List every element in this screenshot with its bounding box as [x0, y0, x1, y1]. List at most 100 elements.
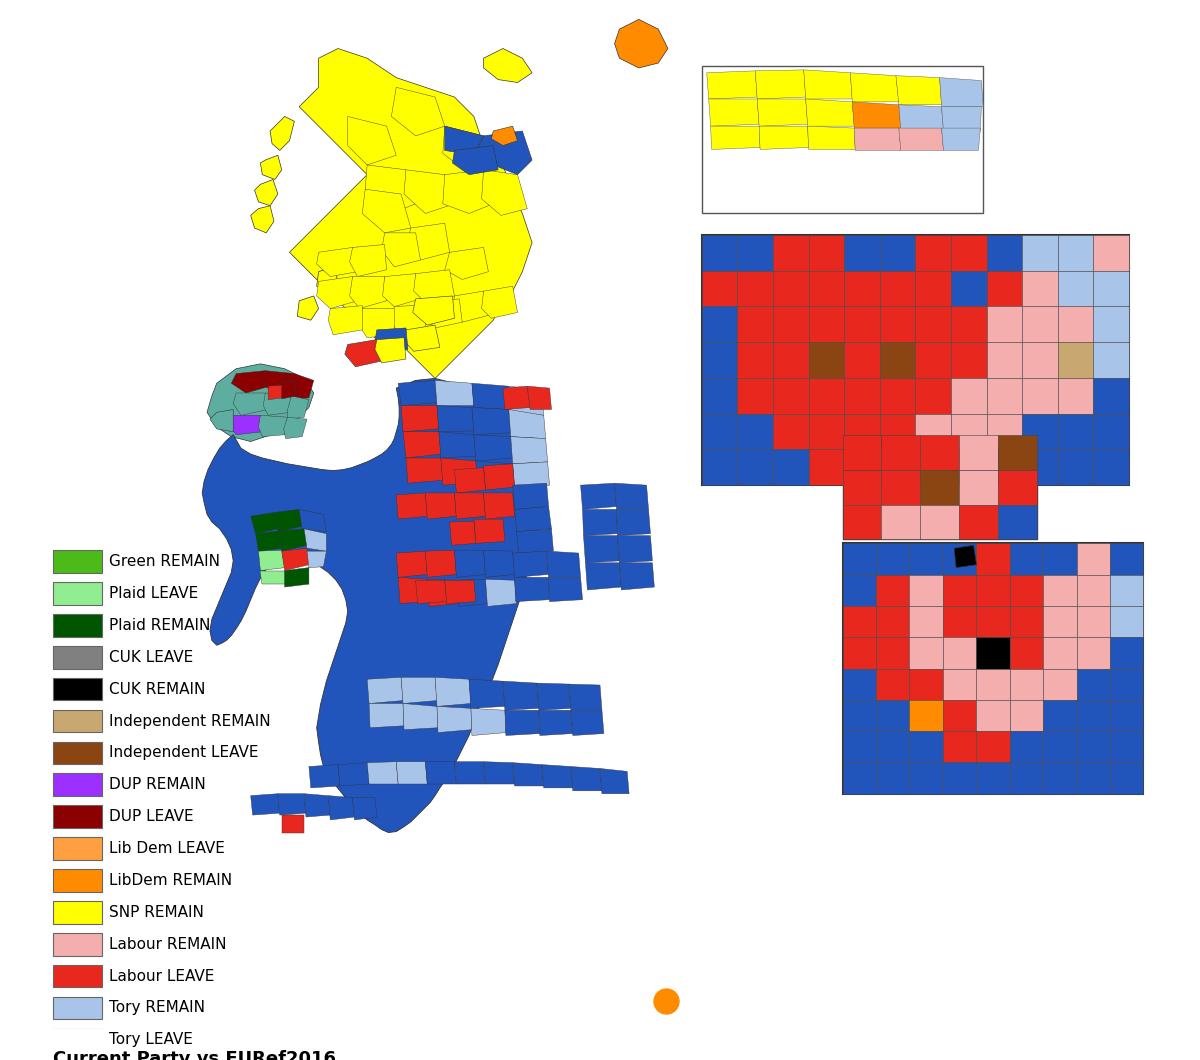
Polygon shape [512, 763, 544, 785]
Polygon shape [358, 308, 395, 338]
Bar [1076, 575, 1110, 606]
Bar [910, 544, 943, 575]
Bar [986, 235, 1022, 270]
Bar [809, 377, 844, 413]
Bar [1009, 575, 1043, 606]
Polygon shape [445, 580, 475, 603]
Polygon shape [401, 677, 437, 704]
Bar [950, 342, 986, 377]
Bar [1043, 575, 1076, 606]
Polygon shape [618, 535, 653, 563]
Bar [702, 377, 738, 413]
Polygon shape [455, 467, 486, 493]
Polygon shape [270, 117, 294, 151]
Bar [773, 377, 809, 413]
Bar [1110, 575, 1144, 606]
Bar [773, 342, 809, 377]
Polygon shape [374, 338, 406, 363]
Bar [702, 449, 738, 485]
Bar [910, 606, 943, 637]
Polygon shape [899, 105, 943, 131]
Bar [977, 669, 1009, 700]
Bar [959, 435, 998, 470]
Bar [943, 669, 977, 700]
Text: DUP REMAIN: DUP REMAIN [109, 777, 206, 792]
Bar [842, 700, 876, 731]
Polygon shape [709, 99, 760, 126]
Polygon shape [439, 431, 475, 458]
Polygon shape [256, 531, 282, 551]
Bar [986, 377, 1022, 413]
Bar [738, 306, 773, 342]
Bar [1093, 449, 1129, 485]
Polygon shape [280, 529, 307, 551]
Bar [1076, 637, 1110, 669]
Polygon shape [307, 551, 326, 568]
Text: SNP REMAIN: SNP REMAIN [109, 905, 204, 920]
Bar [53, 933, 102, 955]
Polygon shape [353, 797, 377, 820]
Polygon shape [505, 710, 540, 736]
Bar [1009, 544, 1043, 575]
Bar [1110, 637, 1144, 669]
Polygon shape [396, 493, 427, 519]
Polygon shape [509, 386, 544, 416]
Bar [844, 413, 880, 449]
Bar [53, 614, 102, 637]
Polygon shape [515, 578, 550, 602]
Polygon shape [472, 407, 511, 435]
Bar [977, 700, 1009, 731]
Bar [1043, 762, 1076, 794]
Polygon shape [569, 684, 602, 710]
Bar [53, 646, 102, 669]
Polygon shape [299, 510, 326, 532]
Polygon shape [367, 762, 398, 784]
Bar [977, 575, 1009, 606]
Bar [1057, 270, 1093, 306]
Bar [53, 774, 102, 796]
Bar [1022, 377, 1057, 413]
Bar [53, 869, 102, 891]
Bar [1022, 342, 1057, 377]
Polygon shape [374, 328, 408, 353]
Bar [943, 606, 977, 637]
Polygon shape [365, 165, 415, 213]
Polygon shape [289, 49, 532, 378]
Polygon shape [541, 764, 572, 788]
Bar [876, 606, 910, 637]
Polygon shape [413, 296, 455, 325]
Polygon shape [484, 550, 515, 578]
Bar [986, 270, 1022, 306]
Polygon shape [475, 461, 515, 488]
Polygon shape [614, 19, 668, 68]
Bar [916, 342, 950, 377]
Bar [844, 270, 880, 306]
Bar [1110, 669, 1144, 700]
Bar [842, 470, 881, 505]
Bar [1022, 413, 1057, 449]
Polygon shape [511, 437, 547, 464]
Bar [920, 505, 959, 540]
Bar [1043, 700, 1076, 731]
Polygon shape [348, 117, 396, 165]
Bar [1022, 235, 1057, 270]
Bar [943, 637, 977, 669]
Polygon shape [398, 381, 437, 406]
Bar [910, 762, 943, 794]
Text: Tory LEAVE: Tory LEAVE [109, 1032, 193, 1047]
Polygon shape [710, 126, 760, 149]
Polygon shape [614, 483, 648, 510]
Polygon shape [509, 409, 546, 439]
Bar [1057, 377, 1093, 413]
Text: Lib Dem LEAVE: Lib Dem LEAVE [109, 841, 226, 856]
Polygon shape [403, 431, 440, 458]
Bar [916, 377, 950, 413]
Text: Current Party vs EURef2016: Current Party vs EURef2016 [53, 1050, 336, 1060]
Polygon shape [804, 70, 852, 99]
Bar [1110, 762, 1144, 794]
Bar [844, 449, 880, 485]
Polygon shape [298, 296, 319, 320]
Bar [950, 235, 986, 270]
Polygon shape [317, 247, 358, 277]
Bar [702, 270, 738, 306]
